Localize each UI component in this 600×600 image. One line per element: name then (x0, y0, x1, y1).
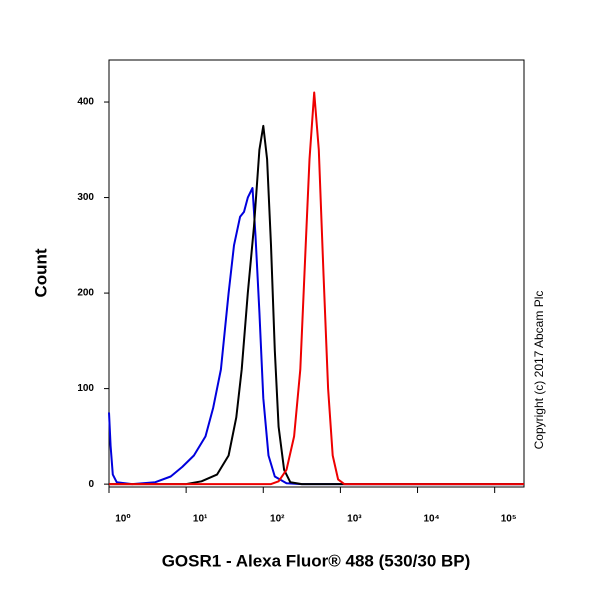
y-tick-label: 400 (77, 97, 94, 108)
x-axis-title: GOSR1 - Alexa Fluor® 488 (530/30 BP) (162, 551, 471, 570)
x-tick-label: 10¹ (193, 514, 208, 525)
y-tick-label: 0 (88, 479, 94, 490)
x-tick-label: 10⁴ (423, 514, 439, 525)
x-tick-label: 10³ (347, 514, 362, 525)
histogram-line (108, 187, 524, 486)
x-tick-label: 10² (270, 514, 285, 525)
histogram-line (109, 124, 524, 486)
y-tick-label: 100 (77, 383, 94, 394)
y-tick-label: 200 (77, 288, 94, 299)
y-axis-title: Count (31, 248, 50, 297)
copyright: Copyright (c) 2017 Abcam Plc (532, 291, 546, 450)
histogram-line (109, 91, 524, 486)
y-tick-label: 300 (77, 192, 94, 203)
x-tick-label: 10⁵ (501, 514, 517, 525)
x-tick-label: 10⁰ (115, 514, 131, 525)
plot-frame (108, 59, 525, 488)
